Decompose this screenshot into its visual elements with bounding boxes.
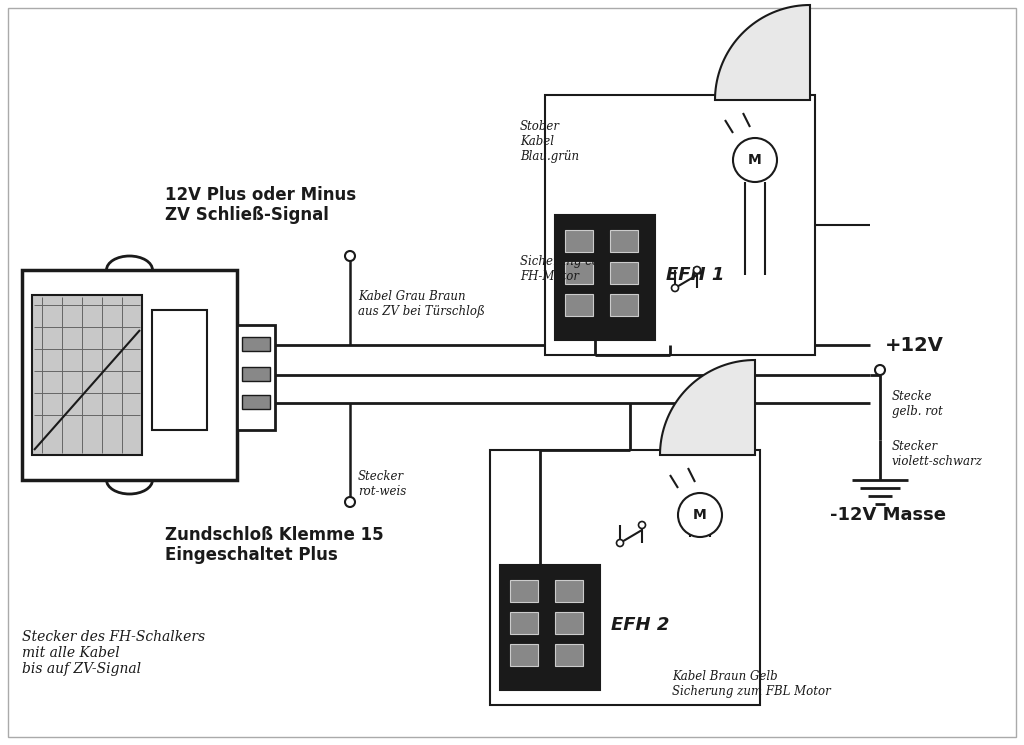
Circle shape <box>693 267 700 273</box>
Bar <box>237 325 275 430</box>
Text: Stober
Kabel
Blau.grün: Stober Kabel Blau.grün <box>520 120 580 163</box>
Bar <box>152 310 207 430</box>
Text: 12V Plus oder Minus
ZV Schließ-Signal: 12V Plus oder Minus ZV Schließ-Signal <box>165 186 356 224</box>
Circle shape <box>345 251 355 261</box>
Bar <box>565 262 593 284</box>
Bar <box>32 295 142 455</box>
Text: -12V Masse: -12V Masse <box>830 506 946 524</box>
Text: M: M <box>693 508 707 522</box>
Bar <box>610 294 638 316</box>
Circle shape <box>733 138 777 182</box>
Bar <box>565 294 593 316</box>
Text: Stecker
rot-weis: Stecker rot-weis <box>358 470 407 498</box>
Polygon shape <box>660 360 755 455</box>
Bar <box>242 395 270 409</box>
Bar <box>555 644 583 666</box>
Text: Zundschloß Klemme 15
Eingeschaltet Plus: Zundschloß Klemme 15 Eingeschaltet Plus <box>165 526 384 565</box>
Text: +12V: +12V <box>885 335 944 355</box>
Text: EFH 1: EFH 1 <box>666 266 724 284</box>
Text: M: M <box>749 153 762 167</box>
Bar <box>242 367 270 381</box>
Bar <box>490 450 760 705</box>
Circle shape <box>678 493 722 537</box>
Text: Stecke
gelb. rot: Stecke gelb. rot <box>892 390 943 418</box>
Bar <box>555 612 583 634</box>
Text: Stecker des FH-Schalkers
mit alle Kabel
bis auf ZV-Signal: Stecker des FH-Schalkers mit alle Kabel … <box>22 630 205 676</box>
Circle shape <box>639 522 645 528</box>
Text: EFH 2: EFH 2 <box>610 616 670 634</box>
Circle shape <box>345 497 355 507</box>
Polygon shape <box>715 5 810 100</box>
Bar <box>510 612 538 634</box>
Text: Kabel Braun Gelb
Sicherung zum FBL Motor: Kabel Braun Gelb Sicherung zum FBL Motor <box>672 670 830 698</box>
Bar <box>545 95 815 355</box>
Text: Sicherung com
FH-Motor: Sicherung com FH-Motor <box>520 255 610 283</box>
Bar <box>565 230 593 252</box>
Bar <box>555 580 583 602</box>
Text: Kabel Grau Braun
aus ZV bei Türschloß: Kabel Grau Braun aus ZV bei Türschloß <box>358 290 485 318</box>
Bar <box>555 215 655 340</box>
Bar <box>510 580 538 602</box>
Bar <box>242 337 270 351</box>
Circle shape <box>616 539 624 547</box>
Bar <box>500 565 600 690</box>
Bar <box>510 644 538 666</box>
Circle shape <box>874 365 885 375</box>
Bar <box>610 262 638 284</box>
Bar <box>22 270 237 480</box>
Circle shape <box>672 285 679 291</box>
Bar <box>610 230 638 252</box>
Text: Stecker
violett-schwarz: Stecker violett-schwarz <box>892 440 983 468</box>
